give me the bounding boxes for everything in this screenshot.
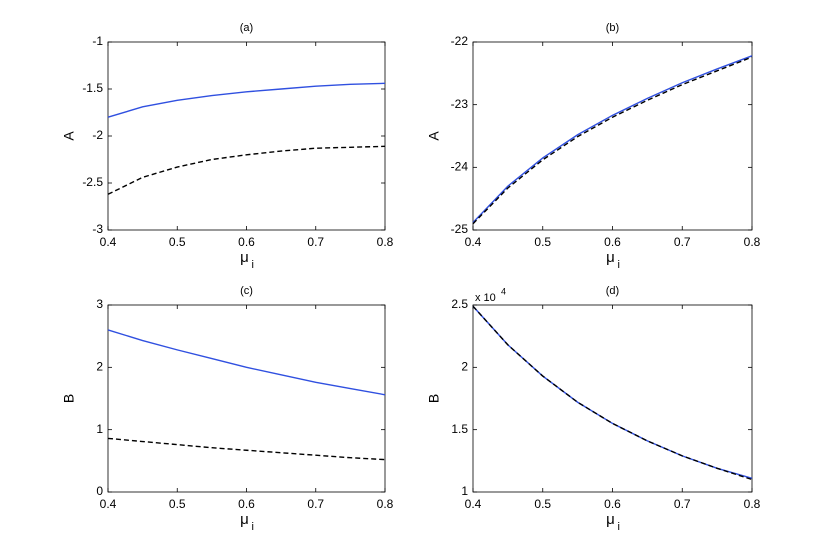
y-tick-label: 2 [461,360,468,374]
x-axis-label-sub: i [252,521,254,533]
x-tick-label: 0.4 [465,497,482,511]
x-tick-label: 0.6 [238,497,255,511]
y-tick-label: 2 [96,360,103,374]
data-line [472,56,753,225]
x-tick-label: 0.8 [744,497,761,511]
x-tick-label: 0.7 [674,497,691,511]
subplot-title: (b) [606,22,619,34]
x-tick-label: 0.4 [465,235,482,249]
x-tick-label: 0.4 [100,497,117,511]
x-tick-label: 0.7 [307,497,324,511]
y-tick-label: -3 [92,222,103,236]
x-axis-label: μ [240,511,249,528]
axes-frame [472,304,753,493]
data-line [472,305,753,479]
subplot-title: (c) [240,285,253,297]
data-line [472,305,753,481]
x-tick-label: 0.5 [534,235,551,249]
x-tick-label: 0.5 [169,235,186,249]
axes-frame [107,41,386,231]
x-axis-label: μ [606,511,615,528]
y-axis-label: A [426,131,442,141]
y-tick-label: -2.5 [82,175,103,189]
subplot-title: (d) [606,285,619,297]
y-axis-label: B [426,394,442,403]
y-tick-label: -22 [451,34,469,48]
y-tick-label: -23 [451,97,469,111]
y-axis-label: B [61,394,77,403]
x-axis-label-sub: i [618,259,620,271]
y-tick-label: -1.5 [82,81,103,95]
axes-frame [107,304,386,493]
y-tick-label: 2.5 [451,297,468,311]
x-tick-label: 0.7 [307,235,324,249]
x-tick-label: 0.6 [238,235,255,249]
y-offset-exponent: 4 [501,286,506,296]
x-axis-label-sub: i [618,521,620,533]
subplot-title: (a) [240,22,253,34]
data-line [107,82,386,118]
data-line [107,329,386,396]
data-line [472,55,753,223]
data-line [107,145,386,195]
x-tick-label: 0.4 [100,235,117,249]
y-tick-label: 1.5 [451,422,468,436]
y-tick-label: 1 [96,422,103,436]
y-tick-label: -2 [92,128,103,142]
y-tick-label: -25 [451,222,469,236]
x-tick-label: 0.5 [534,497,551,511]
y-axis-label: A [61,131,77,141]
x-tick-label: 0.5 [169,497,186,511]
x-axis-label: μ [606,249,615,266]
y-tick-label: 0 [96,484,103,498]
x-tick-label: 0.6 [604,235,621,249]
x-tick-label: 0.8 [377,235,394,249]
x-tick-label: 0.7 [674,235,691,249]
y-tick-label: -24 [451,160,469,174]
data-line [107,437,386,461]
x-axis-label: μ [240,249,249,266]
x-axis-label-sub: i [252,259,254,271]
y-tick-label: 3 [96,297,103,311]
axes-frame [472,41,753,231]
y-tick-label: -1 [92,34,103,48]
x-tick-label: 0.8 [377,497,394,511]
y-offset-text: x 10 [475,292,496,304]
y-tick-label: 1 [461,484,468,498]
x-tick-label: 0.6 [604,497,621,511]
x-tick-label: 0.8 [744,235,761,249]
